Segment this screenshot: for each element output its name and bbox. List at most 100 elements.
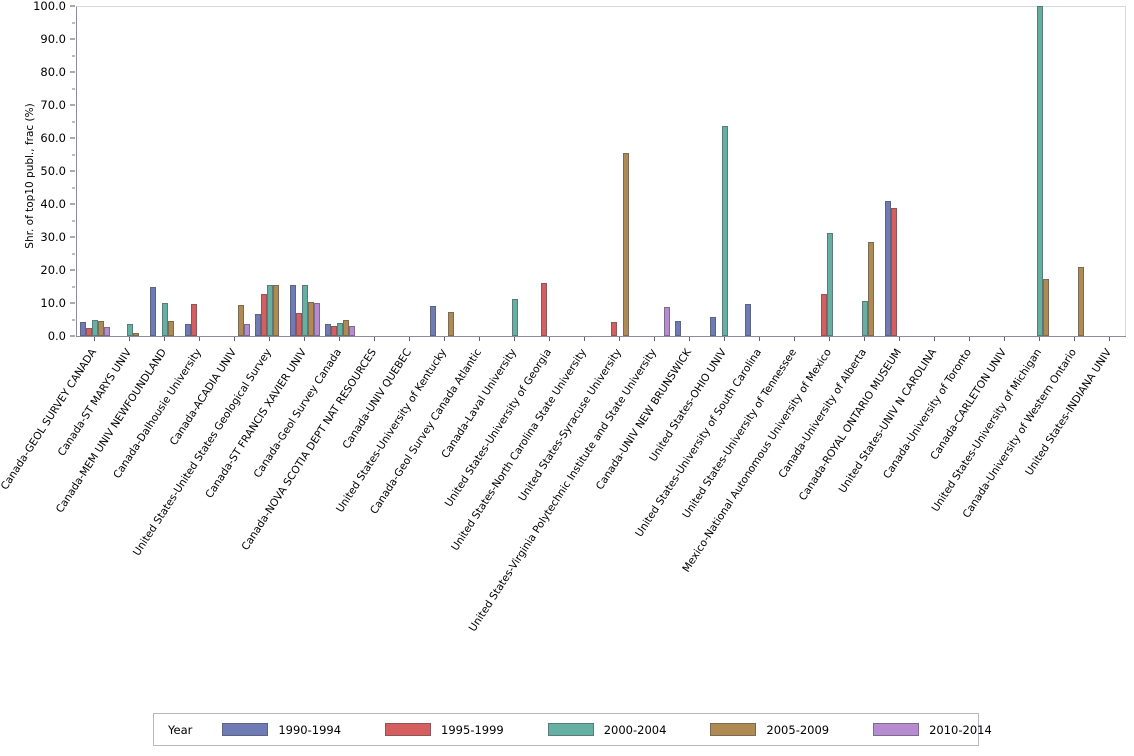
x-tick-mark bbox=[1073, 337, 1075, 341]
bar-group bbox=[707, 6, 742, 336]
bar[interactable] bbox=[429, 305, 436, 336]
bar[interactable] bbox=[511, 299, 518, 336]
bar-group bbox=[882, 6, 917, 336]
legend-swatch bbox=[222, 723, 269, 736]
bar[interactable] bbox=[167, 320, 174, 336]
bar[interactable] bbox=[132, 333, 139, 336]
x-tick-mark bbox=[583, 337, 585, 341]
x-tick-mark bbox=[303, 337, 305, 341]
bar[interactable] bbox=[91, 320, 98, 336]
bar-group bbox=[637, 6, 672, 336]
bar[interactable] bbox=[1042, 278, 1049, 336]
bar[interactable] bbox=[126, 324, 133, 336]
x-tick-mark bbox=[268, 337, 270, 341]
bar[interactable] bbox=[260, 293, 267, 336]
bar[interactable] bbox=[610, 321, 617, 336]
legend-item[interactable]: 1995-1999 bbox=[385, 723, 504, 737]
bar[interactable] bbox=[97, 321, 104, 336]
legend-item[interactable]: 2010-2014 bbox=[873, 723, 992, 737]
legend-label: 2005-2009 bbox=[766, 722, 830, 737]
x-tick-mark bbox=[688, 337, 690, 341]
bar[interactable] bbox=[324, 324, 331, 336]
bar[interactable] bbox=[272, 285, 279, 336]
bar-group bbox=[1022, 6, 1057, 336]
x-tick-mark bbox=[128, 337, 130, 341]
bar[interactable] bbox=[190, 304, 197, 336]
bar[interactable] bbox=[890, 207, 897, 336]
bar-group bbox=[567, 6, 602, 336]
bar[interactable] bbox=[820, 293, 827, 336]
y-tick-mark bbox=[70, 5, 75, 7]
bar[interactable] bbox=[254, 313, 261, 336]
x-tick-mark bbox=[618, 337, 620, 341]
legend-item[interactable]: 2005-2009 bbox=[710, 723, 829, 737]
bar[interactable] bbox=[266, 285, 273, 336]
y-minor-tick-mark bbox=[72, 55, 75, 56]
bar-group bbox=[672, 6, 707, 336]
x-tick-mark bbox=[233, 337, 235, 341]
bar-group bbox=[812, 6, 847, 336]
bar[interactable] bbox=[867, 241, 874, 336]
bar[interactable] bbox=[721, 126, 728, 336]
x-tick-mark bbox=[653, 337, 655, 341]
bar[interactable] bbox=[709, 316, 716, 336]
bar[interactable] bbox=[1036, 6, 1043, 336]
bar[interactable] bbox=[79, 322, 86, 336]
legend-item[interactable]: 1990-1994 bbox=[222, 723, 341, 737]
bar[interactable] bbox=[289, 285, 296, 336]
bar[interactable] bbox=[243, 324, 250, 336]
legend-label: 2000-2004 bbox=[603, 722, 667, 737]
y-minor-tick-mark bbox=[72, 220, 75, 221]
bar-group bbox=[427, 6, 462, 336]
bar-group bbox=[287, 6, 322, 336]
bar-group bbox=[987, 6, 1022, 336]
y-minor-tick-mark bbox=[72, 319, 75, 320]
bar[interactable] bbox=[540, 282, 547, 336]
bar[interactable] bbox=[184, 323, 191, 336]
y-tick-label: 50.0 bbox=[40, 164, 66, 178]
y-minor-tick-mark bbox=[72, 187, 75, 188]
bar-group bbox=[147, 6, 182, 336]
bar-group bbox=[322, 6, 357, 336]
bar[interactable] bbox=[674, 321, 681, 336]
bar-group bbox=[1057, 6, 1092, 336]
bar[interactable] bbox=[663, 307, 670, 336]
y-tick-label: 90.0 bbox=[40, 32, 66, 46]
bar[interactable] bbox=[103, 327, 110, 336]
bar-group bbox=[392, 6, 427, 336]
x-tick-mark bbox=[793, 337, 795, 341]
bar[interactable] bbox=[307, 302, 314, 336]
x-tick-mark bbox=[163, 337, 165, 341]
bar[interactable] bbox=[884, 201, 891, 336]
bar[interactable] bbox=[744, 304, 751, 336]
x-axis-baseline bbox=[76, 336, 1126, 337]
bar-group bbox=[497, 6, 532, 336]
x-tick-mark bbox=[933, 337, 935, 341]
bar[interactable] bbox=[85, 328, 92, 336]
bar[interactable] bbox=[330, 325, 337, 336]
legend-item[interactable]: 2000-2004 bbox=[547, 722, 667, 737]
legend-label: 1995-1999 bbox=[441, 722, 504, 737]
bar[interactable] bbox=[447, 311, 454, 336]
y-tick-mark bbox=[70, 203, 75, 205]
bar-group bbox=[77, 6, 112, 336]
bar-group bbox=[742, 6, 777, 336]
bar[interactable] bbox=[861, 300, 868, 336]
bar[interactable] bbox=[1077, 266, 1084, 336]
bar[interactable] bbox=[826, 232, 833, 336]
bar-group bbox=[462, 6, 497, 336]
bar[interactable] bbox=[336, 322, 343, 336]
bar[interactable] bbox=[313, 302, 320, 336]
bar[interactable] bbox=[149, 287, 156, 336]
bar[interactable] bbox=[237, 304, 244, 336]
y-tick-label: 60.0 bbox=[40, 131, 66, 145]
bar[interactable] bbox=[342, 320, 349, 336]
bar[interactable] bbox=[301, 285, 308, 336]
y-tick-mark bbox=[70, 335, 75, 337]
bar[interactable] bbox=[348, 326, 355, 336]
bar[interactable] bbox=[622, 152, 629, 336]
bar[interactable] bbox=[161, 302, 168, 336]
bar[interactable] bbox=[295, 312, 302, 336]
y-minor-tick-mark bbox=[72, 154, 75, 155]
